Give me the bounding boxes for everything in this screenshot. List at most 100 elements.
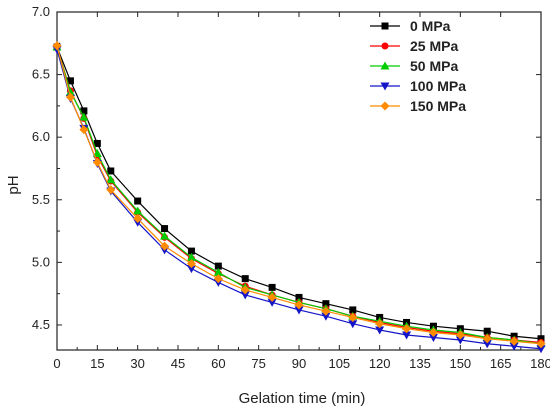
legend-label: 25 MPa: [410, 38, 458, 54]
y-tick-label: 5.0: [32, 254, 50, 269]
x-tick-label: 30: [130, 356, 144, 371]
x-tick-label: 105: [328, 356, 350, 371]
data-point: [348, 320, 358, 329]
legend-label: 100 MPa: [410, 78, 466, 94]
data-point: [294, 306, 304, 315]
data-point: [92, 148, 102, 157]
data-point: [321, 312, 331, 321]
legend-label: 0 MPa: [410, 18, 451, 34]
y-tick-label: 5.5: [32, 192, 50, 207]
legend-item: 25 MPa: [370, 38, 458, 54]
x-tick-label: 0: [53, 356, 60, 371]
data-point: [455, 330, 465, 340]
legend-item: 150 MPa: [370, 98, 466, 114]
data-point: [161, 225, 169, 233]
data-point: [93, 139, 101, 147]
series-layer: [52, 41, 546, 354]
data-point: [536, 339, 546, 349]
data-point: [80, 107, 88, 115]
data-point: [375, 319, 385, 329]
x-tick-label: 150: [449, 356, 471, 371]
axes: 0 15 30 45 60 75 90 105 120 135 150 165 180 4.5 5.0 5.5…: [32, 4, 550, 371]
x-tick-label: 165: [490, 356, 512, 371]
data-point: [402, 324, 412, 334]
data-point: [509, 336, 519, 346]
data-point: [348, 312, 358, 322]
legend-marker: [380, 61, 390, 70]
data-point: [294, 300, 304, 310]
x-tick-label: 90: [292, 356, 306, 371]
legend: 0 MPa 25 MPa 50 MPa 100 MPa 150 MPa: [370, 18, 466, 114]
legend-item: 100 MPa: [370, 78, 466, 94]
data-point: [92, 157, 102, 167]
data-point: [213, 274, 223, 284]
data-point: [295, 293, 303, 301]
series-0: [53, 43, 545, 343]
legend-marker: [381, 42, 389, 50]
data-point: [107, 167, 115, 175]
data-point: [322, 300, 330, 308]
data-point: [133, 206, 143, 215]
data-point: [402, 331, 412, 340]
data-point: [186, 252, 196, 261]
legend-item: 50 MPa: [370, 58, 458, 74]
data-point: [482, 340, 492, 349]
data-point: [267, 292, 277, 302]
data-point: [349, 306, 357, 314]
data-point: [106, 185, 116, 195]
legend-marker: [381, 22, 389, 30]
data-point: [186, 265, 196, 274]
data-point: [321, 306, 331, 316]
y-tick-label: 6.5: [32, 67, 50, 82]
data-point: [160, 231, 170, 240]
data-point: [52, 41, 62, 51]
data-point: [428, 333, 438, 342]
data-point: [536, 345, 546, 354]
y-tick-label: 6.0: [32, 129, 50, 144]
data-point: [79, 125, 89, 135]
data-point: [160, 241, 170, 251]
data-point: [428, 327, 438, 337]
x-axis-title: Gelation time (min): [239, 390, 366, 407]
x-tick-label: 60: [211, 356, 225, 371]
x-tick-label: 180: [530, 356, 550, 371]
data-point: [375, 326, 385, 335]
x-tick-label: 120: [369, 356, 391, 371]
legend-label: 150 MPa: [410, 98, 466, 114]
x-tick-label: 75: [251, 356, 265, 371]
data-point: [455, 336, 465, 345]
data-point: [483, 327, 491, 335]
data-point: [509, 342, 519, 351]
data-point: [240, 291, 250, 300]
data-point: [240, 285, 250, 295]
data-point: [65, 87, 75, 96]
data-point: [134, 197, 142, 205]
data-point: [213, 267, 223, 276]
data-point: [267, 298, 277, 307]
y-tick-label: 4.5: [32, 317, 50, 332]
legend-marker: [380, 101, 390, 111]
data-point: [482, 334, 492, 344]
data-point: [66, 77, 74, 85]
legend-marker: [380, 82, 390, 91]
data-point: [268, 283, 276, 291]
x-tick-label: 15: [90, 356, 104, 371]
data-point: [537, 335, 545, 343]
series-4: [52, 41, 546, 349]
data-point: [65, 92, 75, 102]
data-point: [241, 275, 249, 283]
data-point: [187, 247, 195, 255]
data-point: [214, 262, 222, 270]
y-axis-title: pH: [5, 175, 22, 194]
legend-item: 0 MPa: [370, 18, 451, 34]
data-point: [186, 259, 196, 269]
x-tick-label: 135: [409, 356, 431, 371]
data-point: [106, 175, 116, 184]
data-point: [79, 112, 89, 121]
x-tick-label: 45: [171, 356, 185, 371]
y-tick-label: 7.0: [32, 4, 50, 19]
data-point: [133, 214, 143, 224]
legend-label: 50 MPa: [410, 58, 458, 74]
